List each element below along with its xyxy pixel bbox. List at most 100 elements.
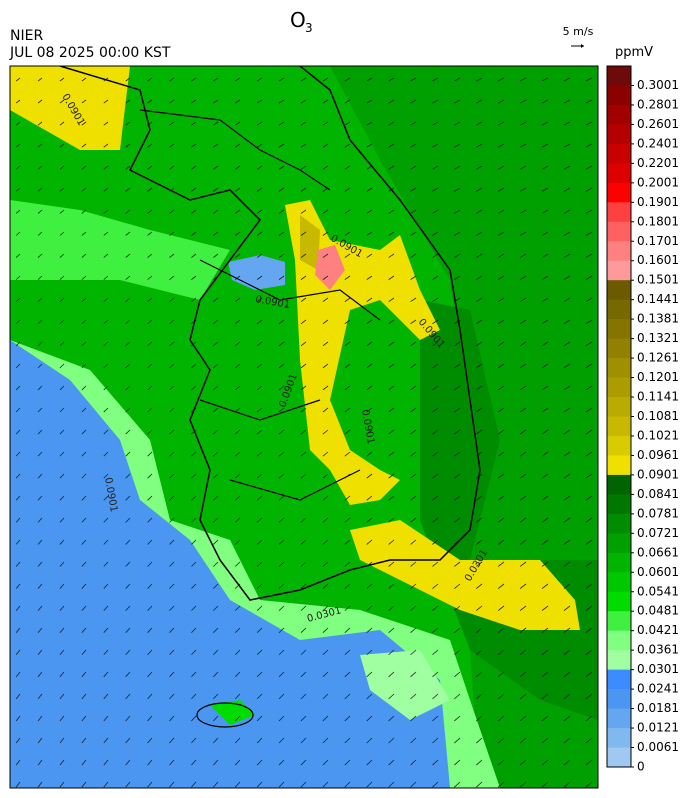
wind-arrow <box>103 143 109 148</box>
wind-arrow <box>476 363 483 369</box>
wind-arrow <box>541 561 549 567</box>
wind-arrow <box>59 341 65 347</box>
wind-arrow <box>213 77 219 82</box>
wind-arrow <box>169 363 175 369</box>
wind-arrow <box>125 407 131 413</box>
wind-arrow <box>125 319 131 325</box>
wind-arrow <box>388 77 395 82</box>
field-red <box>315 245 345 290</box>
wind-arrow <box>585 187 593 192</box>
wind-arrow <box>59 451 65 457</box>
wind-arrow <box>322 781 329 788</box>
wind-arrow <box>81 77 87 82</box>
wind-arrow <box>213 231 219 236</box>
wind-arrow <box>81 187 87 192</box>
wind-arrow <box>15 77 21 82</box>
wind-arrow <box>256 649 263 656</box>
wind-arrow <box>476 539 483 545</box>
wind-arrow <box>497 253 505 258</box>
wind-arrow <box>256 583 263 589</box>
wind-arrow <box>388 165 395 170</box>
wind-arrow <box>541 187 549 192</box>
wind-arrow <box>125 121 131 126</box>
wind-arrow <box>322 561 329 567</box>
wind-arrow <box>541 121 549 126</box>
wind-arrow <box>191 451 197 457</box>
wind-arrow <box>147 319 153 325</box>
wind-arrow <box>103 737 109 744</box>
colorbar-label: 0.1261 <box>637 351 679 365</box>
wind-arrow <box>344 385 351 391</box>
wind-arrow <box>59 759 65 766</box>
wind-arrow <box>519 539 527 545</box>
wind-arrow <box>563 517 571 523</box>
wind-arrow <box>37 275 43 280</box>
wind-arrow <box>497 165 505 170</box>
wind-scale-arrowhead <box>581 44 584 48</box>
wind-arrow <box>563 671 571 678</box>
wind-arrow <box>585 693 593 700</box>
wind-arrow <box>410 231 417 236</box>
wind-arrow <box>541 495 549 501</box>
wind-arrow <box>300 77 307 82</box>
wind-arrow <box>432 715 439 722</box>
wind-arrow <box>585 99 593 104</box>
colorbar-label: 0.1701 <box>637 234 679 248</box>
wind-arrow <box>256 539 263 545</box>
wind-arrow <box>410 253 417 258</box>
wind-arrow <box>147 517 153 523</box>
wind-arrow <box>37 253 43 258</box>
wind-arrow <box>147 759 153 766</box>
wind-arrow <box>235 77 241 82</box>
wind-arrow <box>59 737 65 744</box>
wind-arrow <box>585 341 593 347</box>
wind-arrow <box>125 561 131 567</box>
wind-arrow <box>519 121 527 126</box>
wind-arrow <box>454 429 461 435</box>
wind-arrow <box>191 517 197 523</box>
colorbar-segment <box>607 104 631 125</box>
colorbar-segment <box>607 747 631 768</box>
wind-arrow <box>366 671 373 678</box>
wind-arrow <box>191 385 197 391</box>
wind-arrow <box>432 649 439 656</box>
wind-arrow <box>541 539 549 545</box>
wind-arrow <box>344 209 351 214</box>
wind-arrow <box>476 627 483 633</box>
wind-arrow <box>191 693 197 700</box>
wind-arrow <box>497 363 505 369</box>
wind-arrow <box>541 99 549 104</box>
wind-arrow <box>454 385 461 391</box>
wind-arrow <box>497 759 505 766</box>
wind-arrow <box>15 297 21 302</box>
wind-arrow <box>169 649 175 656</box>
wind-arrow <box>15 759 21 766</box>
wind-arrow <box>235 187 241 192</box>
wind-arrow <box>15 539 21 545</box>
wind-arrow <box>454 627 461 633</box>
wind-arrow <box>454 781 461 788</box>
wind-arrow <box>519 385 527 391</box>
wind-arrow <box>169 759 175 766</box>
island <box>196 702 254 728</box>
wind-arrow <box>103 231 109 236</box>
colorbar-label: 0.1021 <box>637 428 679 442</box>
wind-arrow <box>37 473 43 479</box>
wind-arrow <box>344 253 351 258</box>
wind-arrow <box>388 451 395 457</box>
wind-arrow <box>322 209 329 214</box>
wind-arrow <box>519 253 527 258</box>
wind-arrow <box>497 715 505 722</box>
wind-arrow <box>519 473 527 479</box>
wind-arrow <box>81 385 87 391</box>
wind-arrow <box>147 627 153 633</box>
wind-arrow <box>103 649 109 656</box>
wind-arrow <box>147 693 153 700</box>
wind-arrow <box>497 385 505 391</box>
province-borders <box>139 109 381 501</box>
wind-arrow <box>213 759 219 766</box>
wind-arrow <box>278 605 285 611</box>
wind-arrow <box>81 363 87 369</box>
wind-arrow <box>366 231 373 236</box>
wind-arrow <box>147 583 153 589</box>
